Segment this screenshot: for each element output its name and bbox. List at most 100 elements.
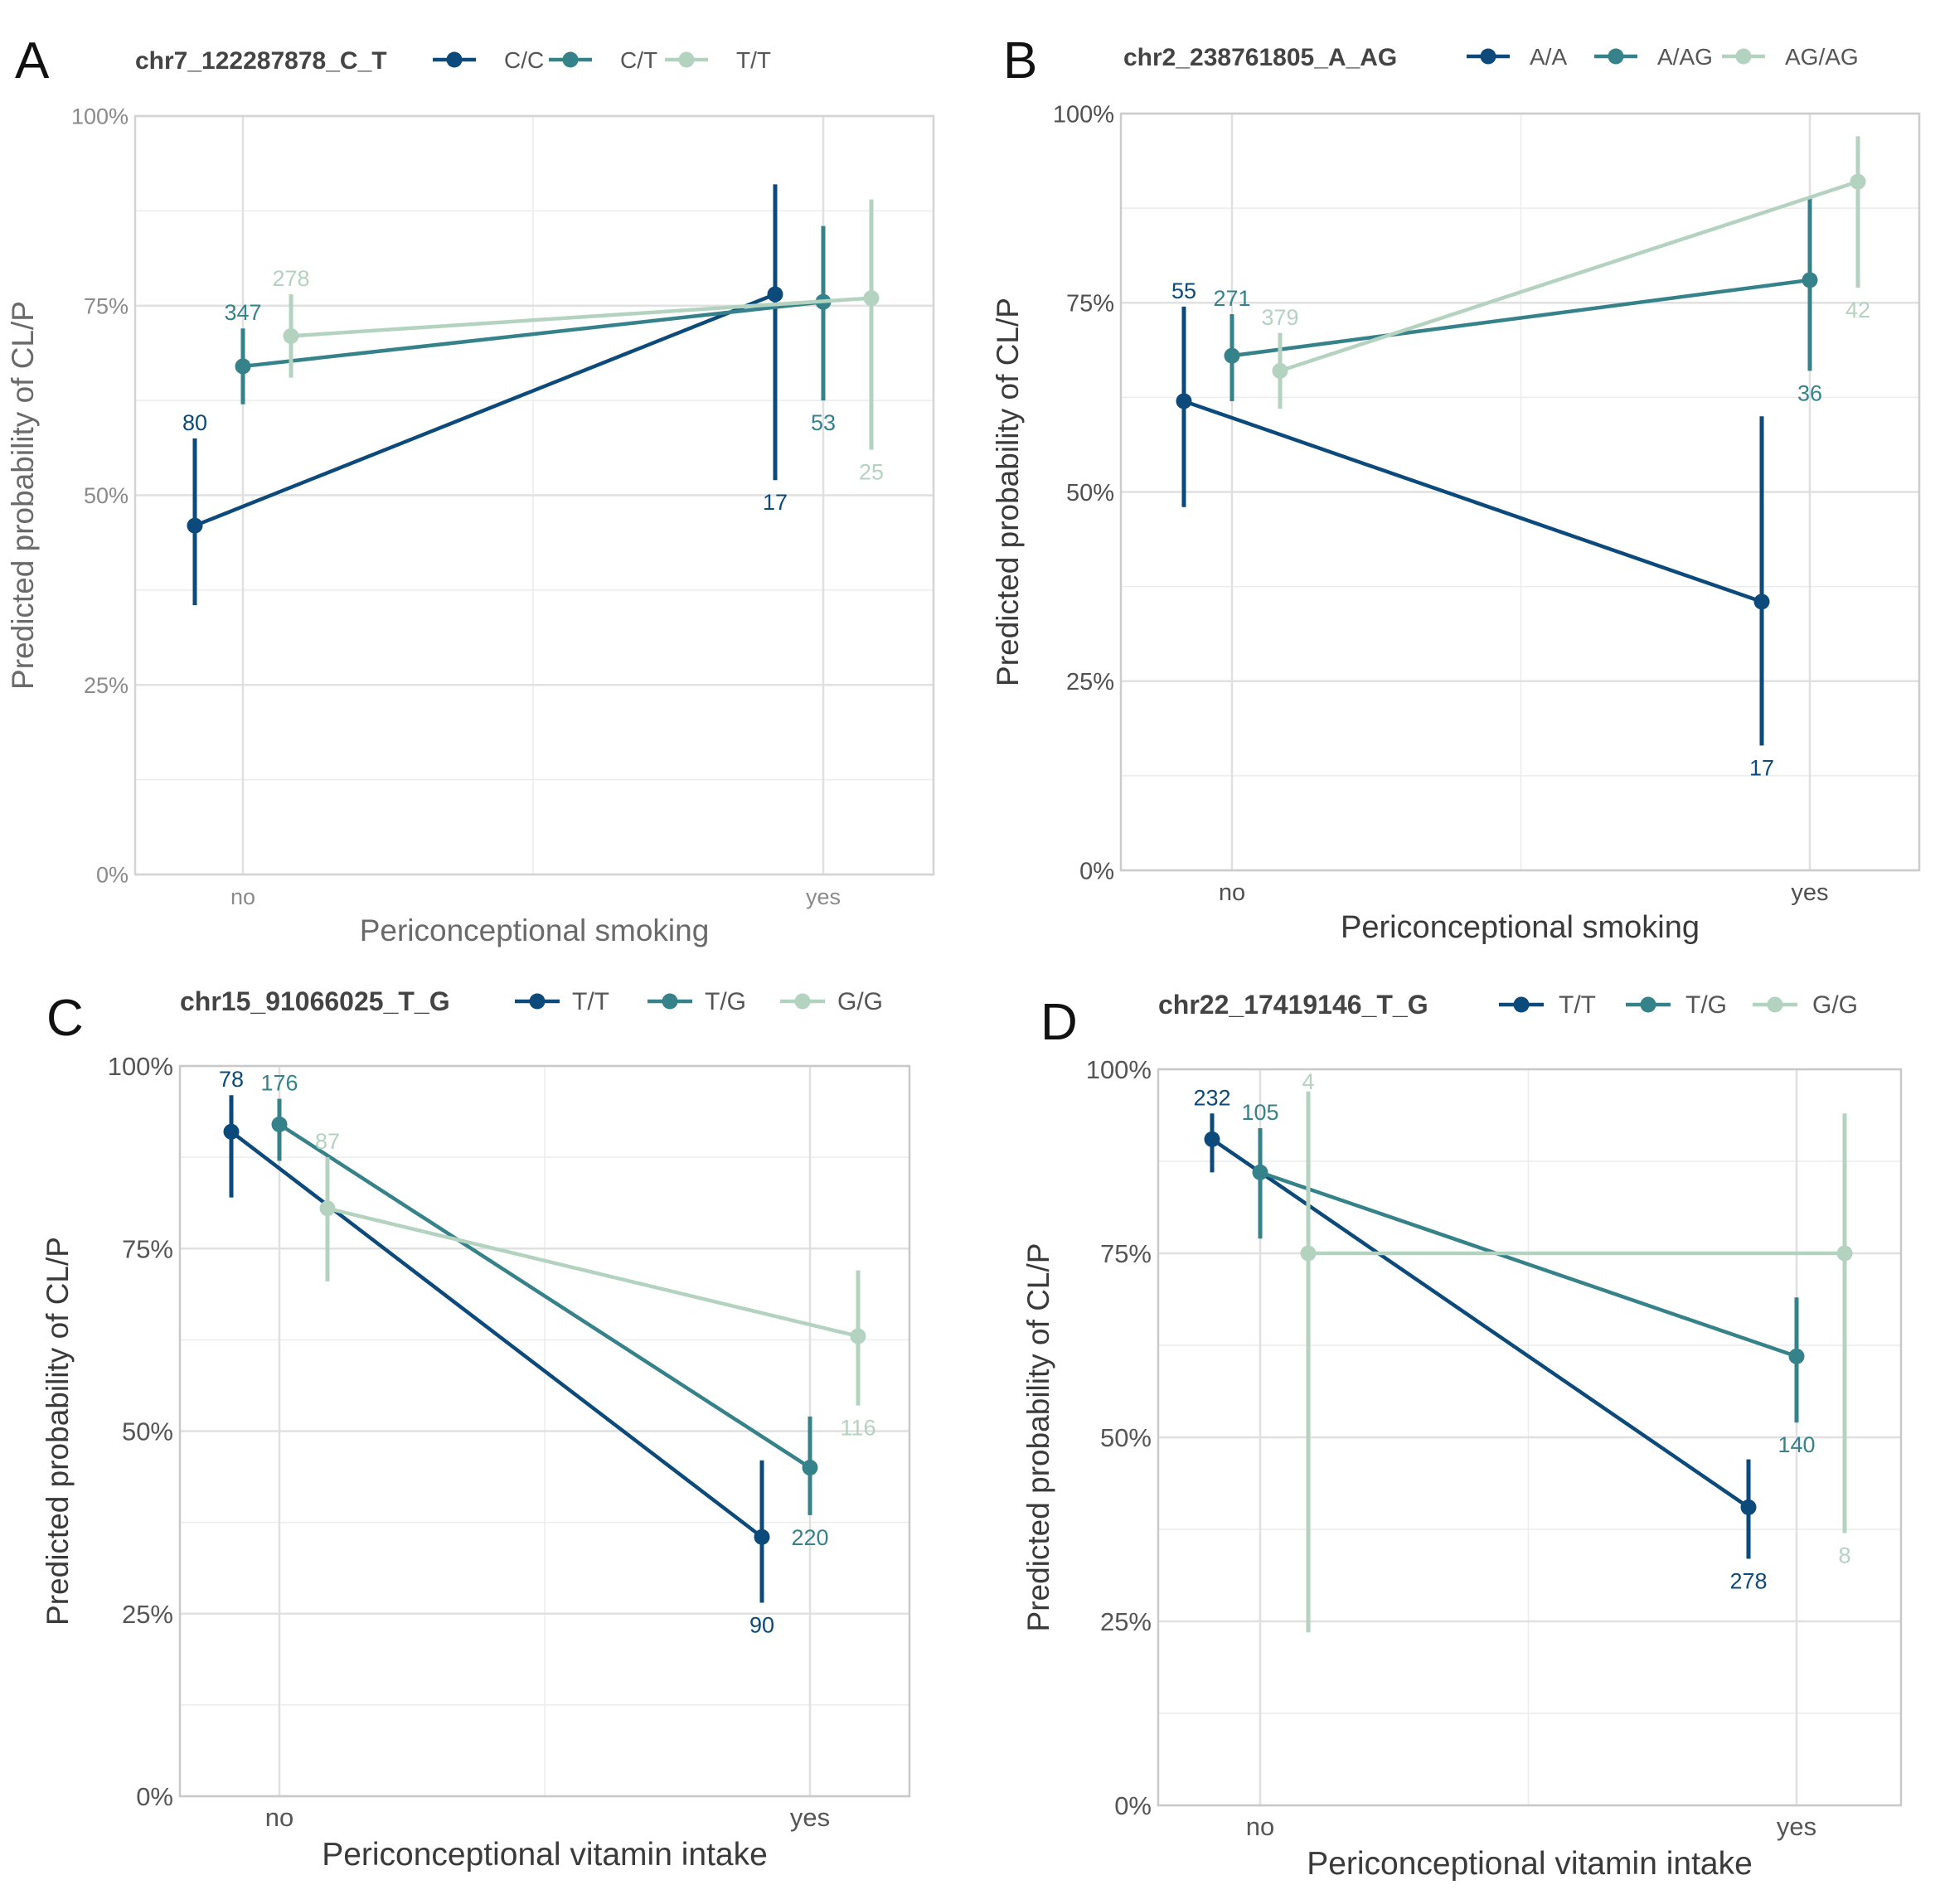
- y-tick-label: 0%: [96, 863, 129, 888]
- legend-item: AG/AG: [1722, 44, 1859, 70]
- n-label: 42: [1845, 298, 1870, 322]
- legend-item: C/T: [549, 47, 657, 73]
- n-label: 53: [811, 410, 836, 435]
- y-tick-label: 75%: [1066, 291, 1114, 317]
- legend-item: T/G: [1626, 991, 1727, 1019]
- y-tick-label: 25%: [1066, 669, 1114, 695]
- x-tick-label: yes: [806, 884, 841, 909]
- data-point: [754, 1529, 770, 1545]
- data-point: [1850, 173, 1866, 190]
- n-label: 176: [260, 1071, 298, 1096]
- y-tick-label: 75%: [84, 293, 129, 318]
- x-tick-label: yes: [1791, 879, 1828, 906]
- series-line: [1231, 278, 1811, 358]
- legend-key-point: [446, 51, 463, 68]
- n-label: 87: [315, 1129, 340, 1154]
- legend-title: chr7_122287878_C_T: [135, 47, 387, 75]
- data-point: [1740, 1499, 1757, 1515]
- y-tick-label: 50%: [1066, 480, 1114, 506]
- legend-item: A/AG: [1594, 44, 1713, 70]
- x-tick-label: no: [230, 884, 255, 909]
- data-point: [863, 290, 880, 307]
- legend-item: C/C: [433, 47, 544, 73]
- y-tick-label: 100%: [71, 104, 129, 129]
- data-point: [1753, 593, 1770, 610]
- legend-item-label: A/AG: [1657, 44, 1713, 70]
- series-t-t: 78 90: [219, 1067, 774, 1637]
- legend-key-point: [529, 993, 546, 1010]
- n-label: 278: [1729, 1569, 1767, 1594]
- n-label: 140: [1778, 1432, 1815, 1457]
- panel-letter: C: [46, 990, 84, 1047]
- series-line: [290, 296, 872, 338]
- data-point: [1272, 362, 1288, 379]
- data-point: [271, 1116, 288, 1132]
- y-tick-label: 100%: [1053, 101, 1114, 128]
- y-tick-label: 0%: [1079, 858, 1114, 884]
- legend: chr15_91066025_T_G T/T T/G G/G: [180, 986, 883, 1016]
- n-label: 278: [272, 266, 309, 291]
- series-line: [194, 292, 776, 528]
- n-label: 17: [763, 490, 788, 515]
- y-tick-label: 25%: [122, 1600, 173, 1629]
- y-axis-title: Predicted probability of CL/P: [1021, 1243, 1055, 1632]
- panel-letter: B: [1003, 32, 1037, 90]
- x-tick-label: yes: [790, 1803, 830, 1832]
- y-tick-label: 50%: [1100, 1423, 1152, 1452]
- legend-item-label: T/G: [705, 988, 746, 1015]
- panel-c: C 0% 25% 50% 75% 100% no yes Periconceptional vi…: [41, 986, 911, 1873]
- series-g-g: 87 116: [315, 1129, 876, 1441]
- legend-title: chr15_91066025_T_G: [180, 986, 450, 1016]
- y-tick-label: 75%: [1100, 1239, 1152, 1268]
- y-tick-label: 100%: [108, 1052, 173, 1081]
- data-point: [223, 1123, 240, 1140]
- legend-item-label: C/C: [504, 47, 544, 73]
- y-tick-label: 50%: [84, 483, 129, 508]
- data-point: [1224, 347, 1240, 364]
- panel-border: [1119, 112, 1921, 872]
- panel-letter: D: [1040, 994, 1078, 1051]
- legend-key-point: [662, 993, 678, 1010]
- legend-item-label: T/G: [1685, 991, 1727, 1019]
- n-label: 80: [182, 410, 207, 435]
- data-point: [767, 286, 783, 303]
- panel-a: A 0% 25% 50% 75% 100% no yes Periconceptional sm…: [6, 32, 935, 947]
- panel-letter: A: [15, 32, 50, 90]
- y-tick-label: 75%: [122, 1234, 173, 1263]
- legend-key-point: [562, 51, 579, 68]
- legend-key-point: [1767, 996, 1783, 1013]
- legend-item: T/T: [1499, 991, 1596, 1019]
- data-point: [1788, 1348, 1805, 1364]
- series-line: [327, 1206, 859, 1339]
- n-label: 90: [749, 1613, 774, 1638]
- series-line: [1279, 180, 1859, 373]
- legend-title: chr2_238761805_A_AG: [1123, 44, 1397, 71]
- x-axis-title: Periconceptional vitamin intake: [1307, 1846, 1753, 1882]
- n-label: 36: [1797, 380, 1822, 405]
- x-axis-title: Periconceptional vitamin intake: [322, 1837, 768, 1873]
- series-line: [1259, 1170, 1797, 1359]
- x-axis-title: Periconceptional smoking: [1341, 910, 1700, 945]
- x-tick-label: no: [265, 1803, 293, 1832]
- series-line: [1183, 399, 1763, 604]
- series-t-t: 278 25: [272, 199, 884, 485]
- series-t-t: 232 278: [1193, 1085, 1767, 1593]
- series-c-t: 347 53: [224, 225, 836, 435]
- series-t-g: 105 140: [1241, 1100, 1815, 1457]
- panel-b: B 0% 25% 50% 75% 100% no yes Periconceptional sm…: [991, 32, 1921, 945]
- series-g-g: 48: [1300, 1069, 1853, 1633]
- y-tick-label: 100%: [1086, 1055, 1152, 1084]
- series-c-c: 80 17: [182, 184, 788, 606]
- legend-item-label: A/A: [1530, 44, 1567, 70]
- series-line: [1210, 1137, 1750, 1509]
- n-label: 379: [1261, 305, 1298, 330]
- x-axis-title: Periconceptional smoking: [360, 913, 710, 947]
- n-label: 55: [1171, 279, 1196, 303]
- series-ag-ag: 379 42: [1261, 136, 1870, 409]
- legend-key-point: [1735, 48, 1752, 65]
- series-line: [230, 1130, 764, 1539]
- legend-item-label: T/T: [1559, 991, 1596, 1019]
- series-line: [278, 1122, 812, 1470]
- legend-item-label: AG/AG: [1785, 44, 1859, 70]
